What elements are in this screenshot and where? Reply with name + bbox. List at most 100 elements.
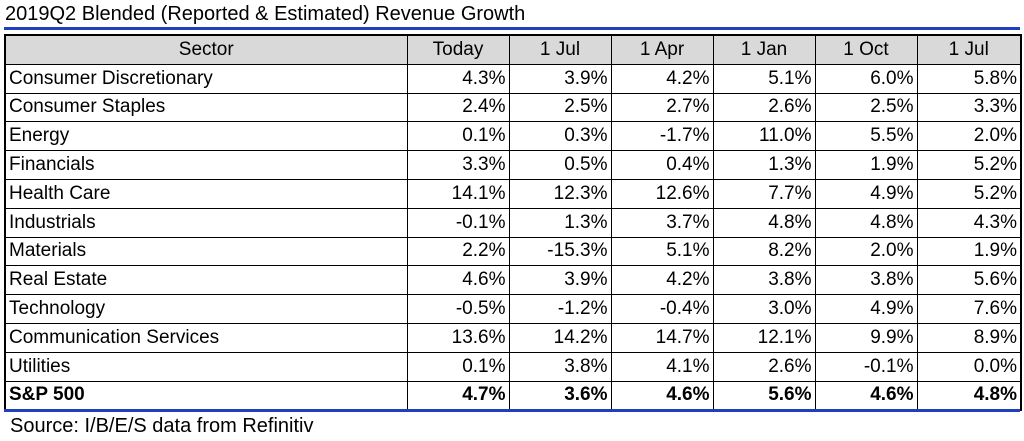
column-header: 1 Jul xyxy=(508,34,612,65)
value-cell: 5.6% xyxy=(712,380,816,412)
value-cell: 3.8% xyxy=(814,265,918,296)
value-cell: 12.6% xyxy=(610,178,714,209)
value-cell: 4.9% xyxy=(814,178,918,209)
value-cell: 8.2% xyxy=(712,236,816,267)
sector-cell: Industrials xyxy=(4,207,408,238)
sector-cell: Real Estate xyxy=(4,265,408,296)
sector-cell: Health Care xyxy=(4,178,408,209)
value-cell: -0.5% xyxy=(406,294,510,324)
value-cell: 4.2% xyxy=(610,63,714,94)
sector-cell: Energy xyxy=(4,121,408,152)
value-cell: 3.3% xyxy=(916,92,1022,123)
value-cell: -0.1% xyxy=(406,207,510,238)
chart-title: 2019Q2 Blended (Reported & Estimated) Re… xyxy=(5,3,526,25)
table-body: Consumer Discretionary 4.3% 3.9% 4.2% 5.1% 6.… xyxy=(4,63,1022,412)
sector-cell: S&P 500 xyxy=(4,380,408,412)
value-cell: 3.8% xyxy=(508,351,612,382)
value-cell: 14.1% xyxy=(406,178,510,209)
table-row: Industrials -0.1% 1.3% 3.7% 4.8% 4.8% 4.3% xyxy=(4,207,1022,238)
table-row: Real Estate 4.6% 3.9% 4.2% 3.8% 3.8% 5.6% xyxy=(4,265,1022,296)
title-rule xyxy=(4,27,1020,30)
value-cell: 4.1% xyxy=(610,351,714,382)
value-cell: 1.3% xyxy=(712,150,816,180)
value-cell: 5.1% xyxy=(712,63,816,94)
column-header: 1 Jan xyxy=(712,34,816,65)
value-cell: 3.3% xyxy=(406,150,510,180)
table-row: Financials 3.3% 0.5% 0.4% 1.3% 1.9% 5.2% xyxy=(4,150,1022,180)
value-cell: 4.7% xyxy=(406,380,510,412)
value-cell: 7.7% xyxy=(712,178,816,209)
value-cell: 5.2% xyxy=(916,178,1022,209)
value-cell: 14.2% xyxy=(508,322,612,353)
value-cell: 9.9% xyxy=(814,322,918,353)
table-row: Technology -0.5% -1.2% -0.4% 3.0% 4.9% 7.6% xyxy=(4,294,1022,324)
value-cell: 5.5% xyxy=(814,121,918,152)
value-cell: 4.8% xyxy=(712,207,816,238)
value-cell: 4.2% xyxy=(610,265,714,296)
column-header: 1 Oct xyxy=(814,34,918,65)
value-cell: 3.0% xyxy=(712,294,816,324)
value-cell: 13.6% xyxy=(406,322,510,353)
value-cell: -0.4% xyxy=(610,294,714,324)
value-cell: 4.3% xyxy=(406,63,510,94)
table-row: Communication Services 13.6% 14.2% 14.7% 12.… xyxy=(4,322,1022,353)
value-cell: -15.3% xyxy=(508,236,612,267)
value-cell: 2.2% xyxy=(406,236,510,267)
sector-cell: Communication Services xyxy=(4,322,408,353)
value-cell: 12.1% xyxy=(712,322,816,353)
value-cell: 5.1% xyxy=(610,236,714,267)
sector-cell: Materials xyxy=(4,236,408,267)
source-rule xyxy=(4,409,1020,412)
header-row: Sector Today 1 Jul 1 Apr 1 Jan 1 Oct 1 Jul xyxy=(4,34,1022,65)
table-row: S&P 500 4.7% 3.6% 4.6% 5.6% 4.6% 4.8% xyxy=(4,380,1022,412)
value-cell: 4.6% xyxy=(406,265,510,296)
value-cell: 1.3% xyxy=(508,207,612,238)
value-cell: 4.6% xyxy=(814,380,918,412)
value-cell: 3.7% xyxy=(610,207,714,238)
value-cell: 0.3% xyxy=(508,121,612,152)
column-header: Today xyxy=(406,34,510,65)
table-row: Consumer Discretionary 4.3% 3.9% 4.2% 5.1% 6.… xyxy=(4,63,1022,94)
sector-cell: Utilities xyxy=(4,351,408,382)
value-cell: 6.0% xyxy=(814,63,918,94)
value-cell: 2.0% xyxy=(916,121,1022,152)
value-cell: 14.7% xyxy=(610,322,714,353)
source-note: Source: I/B/E/S data from Refinitiv xyxy=(10,415,314,437)
value-cell: 2.0% xyxy=(814,236,918,267)
column-header: Sector xyxy=(4,34,408,65)
value-cell: 3.6% xyxy=(508,380,612,412)
value-cell: 4.3% xyxy=(916,207,1022,238)
value-cell: 4.8% xyxy=(814,207,918,238)
value-cell: 4.8% xyxy=(916,380,1022,412)
value-cell: 4.9% xyxy=(814,294,918,324)
table-row: Materials 2.2% -15.3% 5.1% 8.2% 2.0% 1.9% xyxy=(4,236,1022,267)
value-cell: 0.1% xyxy=(406,351,510,382)
value-cell: 1.9% xyxy=(814,150,918,180)
value-cell: 8.9% xyxy=(916,322,1022,353)
value-cell: 7.6% xyxy=(916,294,1022,324)
value-cell: -1.7% xyxy=(610,121,714,152)
column-header: 1 Jul xyxy=(916,34,1022,65)
value-cell: 11.0% xyxy=(712,121,816,152)
value-cell: 3.8% xyxy=(712,265,816,296)
value-cell: 1.9% xyxy=(916,236,1022,267)
sector-cell: Technology xyxy=(4,294,408,324)
column-header: 1 Apr xyxy=(610,34,714,65)
value-cell: 0.5% xyxy=(508,150,612,180)
value-cell: 3.9% xyxy=(508,265,612,296)
value-cell: 3.9% xyxy=(508,63,612,94)
sector-cell: Consumer Staples xyxy=(4,92,408,123)
value-cell: 12.3% xyxy=(508,178,612,209)
value-cell: 0.0% xyxy=(916,351,1022,382)
table-row: Energy 0.1% 0.3% -1.7% 11.0% 5.5% 2.0% xyxy=(4,121,1022,152)
table-row: Consumer Staples 2.4% 2.5% 2.7% 2.6% 2.5% 3.3% xyxy=(4,92,1022,123)
value-cell: 2.7% xyxy=(610,92,714,123)
value-cell: -1.2% xyxy=(508,294,612,324)
value-cell: 2.6% xyxy=(712,351,816,382)
value-cell: 0.1% xyxy=(406,121,510,152)
value-cell: 2.5% xyxy=(814,92,918,123)
value-cell: 5.8% xyxy=(916,63,1022,94)
value-cell: 5.2% xyxy=(916,150,1022,180)
table-row: Health Care 14.1% 12.3% 12.6% 7.7% 4.9% 5.2% xyxy=(4,178,1022,209)
value-cell: 5.6% xyxy=(916,265,1022,296)
